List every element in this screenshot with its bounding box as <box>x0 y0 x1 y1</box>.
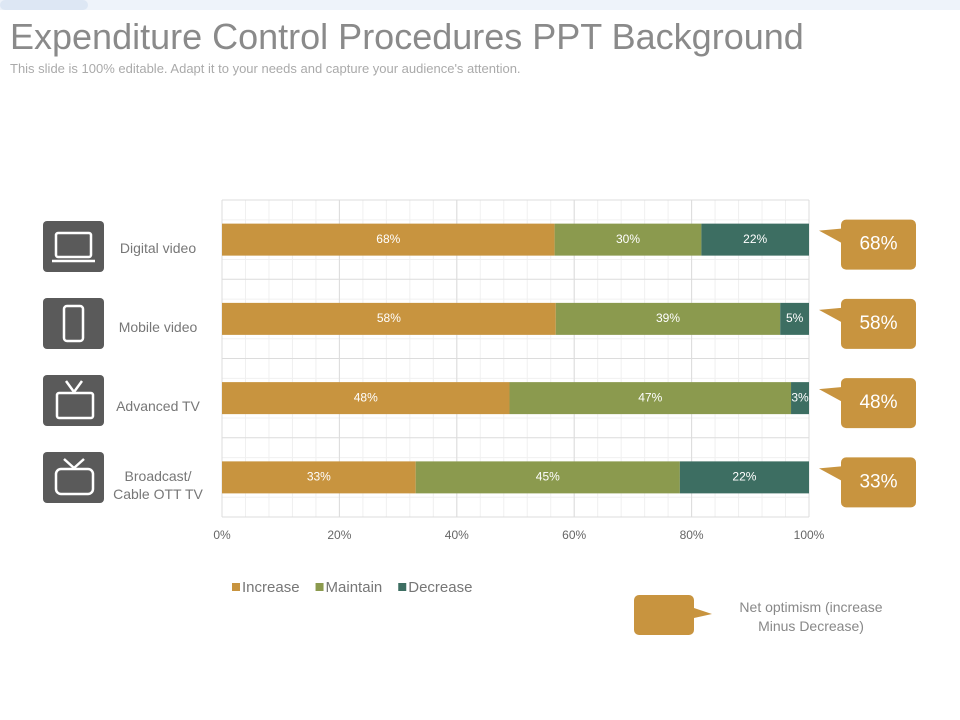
category-label: Broadcast/ Cable OTT TV <box>113 468 203 503</box>
bar-segment <box>222 302 556 335</box>
data-label: 22% <box>732 470 756 484</box>
net-optimism-label: Net optimism (increase Minus Decrease) <box>739 599 883 634</box>
tv-antenna <box>63 458 85 470</box>
data-label: 22% <box>743 232 767 246</box>
bar-segment <box>791 382 809 415</box>
net-optimism-callout <box>819 457 916 508</box>
legend-label: Maintain <box>326 579 383 596</box>
category-label: Mobile video <box>118 318 198 335</box>
net-optimism-callout <box>819 298 916 349</box>
net-optimism-value: 48% <box>859 392 897 413</box>
net-optimism-value: 68% <box>859 234 897 255</box>
data-label: 68% <box>376 232 400 246</box>
bar-segment <box>222 461 416 494</box>
legend-swatch <box>315 583 324 591</box>
icon-tile <box>43 452 104 503</box>
bar-segment <box>679 461 809 494</box>
legend-swatch <box>398 583 407 591</box>
bar-segment <box>222 382 510 415</box>
category-label: Advanced TV <box>116 398 200 415</box>
legend-swatch <box>232 583 240 591</box>
x-tick-label: 40% <box>445 528 469 542</box>
data-label: 33% <box>307 470 331 484</box>
data-label: 45% <box>536 470 560 484</box>
bar-segment <box>701 223 809 256</box>
data-label: 58% <box>377 311 401 325</box>
bar-segment <box>222 223 555 256</box>
bar-segment <box>554 223 702 256</box>
net-optimism-callout <box>819 378 916 429</box>
note-callout <box>634 595 712 635</box>
bar-segment <box>555 302 781 335</box>
x-tick-label: 0% <box>213 528 231 542</box>
net-optimism-value: 58% <box>859 313 897 334</box>
top-strip-accent <box>0 0 88 10</box>
x-tick-label: 60% <box>562 528 586 542</box>
data-label: 30% <box>616 232 640 246</box>
bar-segment <box>780 302 809 335</box>
laptop-icon <box>54 231 93 259</box>
subtitle: This slide is 100% editable. Adapt it to… <box>10 61 521 76</box>
icon-tile <box>43 298 104 349</box>
tv-antenna <box>64 380 84 395</box>
legend-label: Increase <box>242 579 300 596</box>
legend-label: Decrease <box>408 579 472 596</box>
top-strip <box>0 0 960 10</box>
title: Expenditure Control Procedures PPT Backg… <box>10 16 804 57</box>
bar-segment <box>415 461 680 494</box>
data-label: 48% <box>354 390 378 404</box>
data-label: 39% <box>656 311 680 325</box>
icon-tile <box>43 221 104 272</box>
x-tick-label: 100% <box>794 528 825 542</box>
x-tick-label: 20% <box>327 528 351 542</box>
x-tick-label: 80% <box>680 528 704 542</box>
data-label: 5% <box>786 311 804 325</box>
bar-segment <box>509 382 792 415</box>
net-optimism-callout <box>819 219 916 270</box>
phone-icon <box>62 304 85 343</box>
icons <box>43 221 104 503</box>
data-label: 3% <box>791 390 809 404</box>
data-label: 47% <box>638 390 662 404</box>
tv-icon <box>55 391 95 420</box>
net-optimism-value: 33% <box>859 471 897 492</box>
category-label: Digital video <box>119 239 197 256</box>
